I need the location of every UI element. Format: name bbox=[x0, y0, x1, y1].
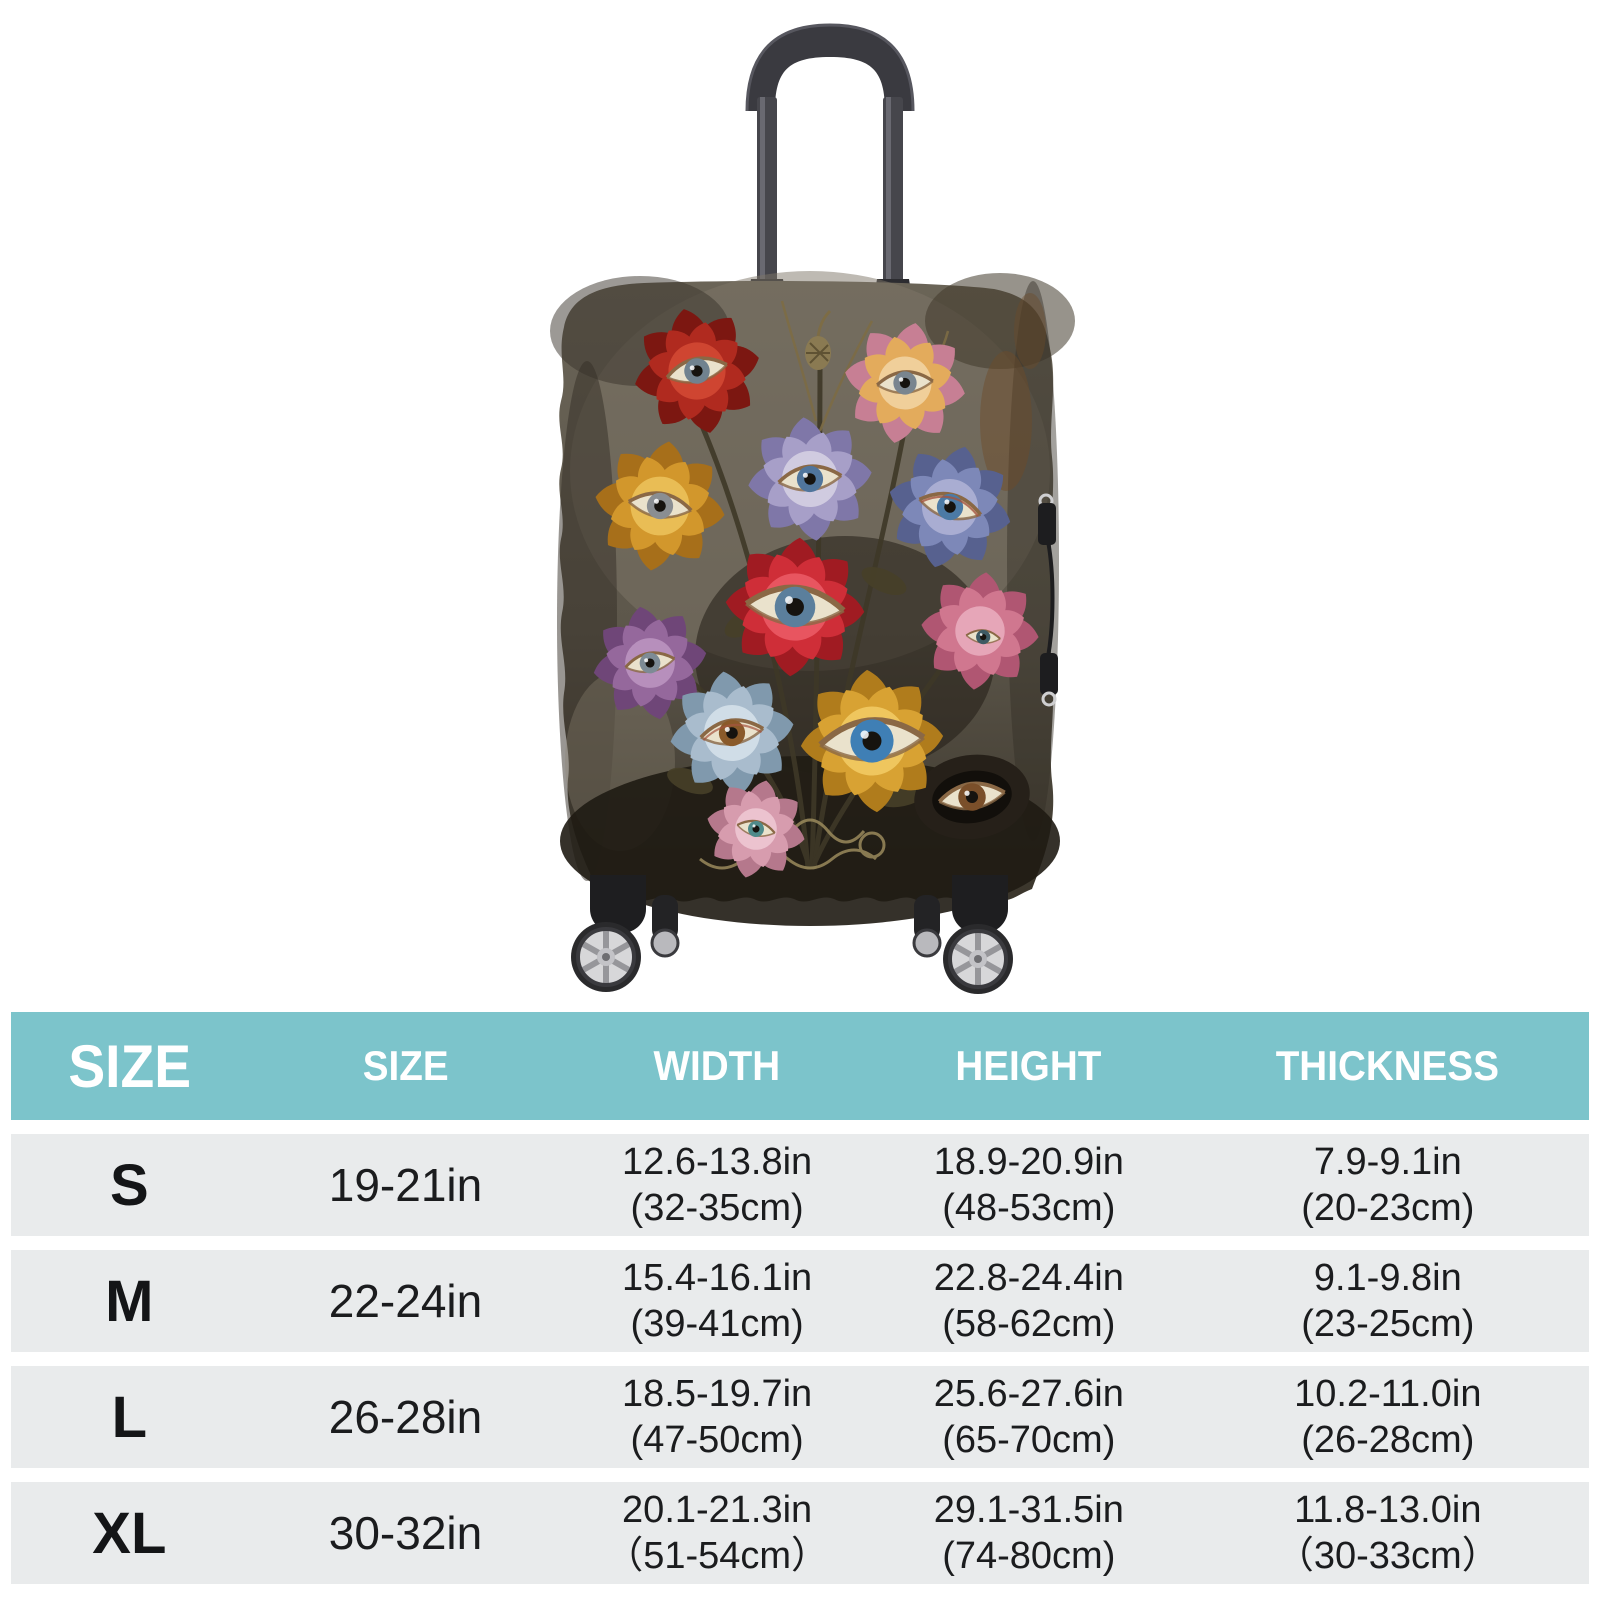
size-label-cell: XL bbox=[11, 1482, 248, 1584]
width-cell: 15.4-16.1in (39-41cm) bbox=[563, 1250, 871, 1352]
table-row-l: L 26-28in 18.5-19.7in (47-50cm) 25.6-27.6… bbox=[11, 1366, 1589, 1468]
header-size: SIZE bbox=[247, 1012, 564, 1120]
flower-peach-poppy-top-right bbox=[834, 312, 977, 455]
header-height: HEIGHT bbox=[870, 1012, 1187, 1120]
width-cell: 18.5-19.7in (47-50cm) bbox=[563, 1366, 871, 1468]
table-row-m: M 22-24in 15.4-16.1in (39-41cm) 22.8-24.4… bbox=[11, 1250, 1589, 1352]
header-size-main: SIZE bbox=[11, 1012, 248, 1120]
table-row-xl: XL 30-32in 20.1-21.3in （51-54cm） 29.1-31.… bbox=[11, 1482, 1589, 1584]
width-cell: 12.6-13.8in (32-35cm) bbox=[563, 1134, 871, 1236]
size-label-cell: M bbox=[11, 1250, 248, 1352]
width-cell: 20.1-21.3in （51-54cm） bbox=[563, 1482, 871, 1584]
height-cell: 22.8-24.4in (58-62cm) bbox=[870, 1250, 1187, 1352]
flower-mauve-rose-left bbox=[583, 596, 717, 730]
spinner-wheel-right bbox=[943, 875, 1013, 994]
case-size-cell: 22-24in bbox=[247, 1250, 564, 1352]
telescopic-handle bbox=[745, 23, 915, 303]
thickness-cell: 11.8-13.0in （30-33cm） bbox=[1186, 1482, 1589, 1584]
flower-red-poppy-center bbox=[718, 530, 872, 684]
seed-pod bbox=[805, 309, 832, 370]
table-row-s: S 19-21in 12.6-13.8in (32-35cm) 18.9-20.9… bbox=[11, 1134, 1589, 1236]
hidden-eye-bottom-right bbox=[914, 754, 1030, 840]
size-label-cell: S bbox=[11, 1134, 248, 1236]
size-label-cell: L bbox=[11, 1366, 248, 1468]
flower-lavender-rose-center bbox=[741, 410, 879, 548]
flower-pale-blue-rose bbox=[661, 662, 803, 804]
flower-pink-rose-right bbox=[914, 565, 1045, 696]
flower-yellow-rose-left bbox=[585, 431, 734, 580]
height-cell: 25.6-27.6in (65-70cm) bbox=[870, 1366, 1187, 1468]
flower-red-rose-top-left bbox=[621, 295, 773, 447]
zipper-pulls bbox=[1038, 493, 1058, 707]
size-chart: SIZE SIZE WIDTH HEIGHT THICKNESS S 19-21… bbox=[11, 998, 1589, 1598]
size-chart-table: SIZE SIZE WIDTH HEIGHT THICKNESS S 19-21… bbox=[11, 998, 1589, 1598]
flower-blue-violet-poppy bbox=[874, 431, 1027, 584]
product-photo bbox=[550, 23, 1075, 994]
case-size-cell: 26-28in bbox=[247, 1366, 564, 1468]
header-row: SIZE SIZE WIDTH HEIGHT THICKNESS bbox=[11, 1012, 1589, 1120]
flower-pink-rose-bottom bbox=[696, 769, 815, 888]
header-thickness: THICKNESS bbox=[1186, 1012, 1589, 1120]
header-width: WIDTH bbox=[563, 1012, 871, 1120]
height-cell: 29.1-31.5in (74-80cm) bbox=[870, 1482, 1187, 1584]
rear-wheel-stubs bbox=[650, 895, 942, 958]
thickness-cell: 10.2-11.0in (26-28cm) bbox=[1186, 1366, 1589, 1468]
flower-yellow-big-eye bbox=[793, 662, 952, 821]
luggage-illustration bbox=[550, 23, 1075, 994]
case-size-cell: 30-32in bbox=[247, 1482, 564, 1584]
case-size-cell: 19-21in bbox=[247, 1134, 564, 1236]
spinner-wheel-left bbox=[571, 875, 646, 992]
thickness-cell: 9.1-9.8in (23-25cm) bbox=[1186, 1250, 1589, 1352]
height-cell: 18.9-20.9in (48-53cm) bbox=[870, 1134, 1187, 1236]
thickness-cell: 7.9-9.1in (20-23cm) bbox=[1186, 1134, 1589, 1236]
